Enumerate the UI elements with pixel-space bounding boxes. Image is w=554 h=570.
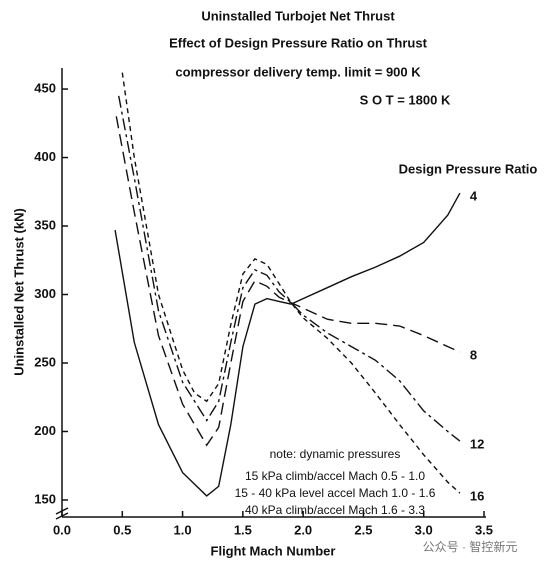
y-tick-label: 450: [34, 80, 56, 95]
legend-title: Design Pressure Ratio: [399, 161, 538, 176]
y-axis-label: Uninstalled Net Thrust (kN): [11, 208, 26, 376]
x-tick-label: 1.5: [234, 522, 252, 537]
y-tick-label: 350: [34, 217, 56, 232]
y-tick-label: 400: [34, 149, 56, 164]
annotation: S O T = 1800 K: [360, 92, 451, 107]
note: note: dynamic pressures: [270, 447, 401, 461]
series-label: 4: [470, 189, 478, 204]
line: [115, 116, 461, 447]
watermark: 公众号 · 智控新元: [423, 539, 518, 554]
chart-title: Uninstalled Turbojet Net Thrust: [201, 8, 395, 23]
series-label: 12: [470, 437, 484, 452]
y-tick-label: 150: [34, 491, 56, 506]
x-tick-label: 2.0: [294, 522, 312, 537]
x-tick-label: 1.0: [174, 522, 192, 537]
note: 15 - 40 kPa level accel Mach 1.0 - 1.6: [235, 486, 436, 500]
x-tick-label: 0.5: [113, 522, 131, 537]
line: [114, 192, 461, 497]
x-tick-label: 0.0: [53, 522, 71, 537]
note: 15 kPa climb/accel Mach 0.5 - 1.0: [245, 469, 425, 483]
chart-subtitle: Effect of Design Pressure Ratio on Thrus…: [169, 35, 428, 50]
x-tick-label: 2.5: [354, 522, 372, 537]
annotation: compressor delivery temp. limit = 900 K: [175, 64, 421, 79]
note: 40 kPa climb/accel Mach 1.6 - 3.3: [245, 503, 425, 517]
y-tick-label: 300: [34, 286, 56, 301]
x-axis-label: Flight Mach Number: [211, 543, 336, 558]
line: [118, 95, 461, 442]
y-tick-label: 250: [34, 354, 56, 369]
x-tick-label: 3.0: [415, 522, 433, 537]
y-tick-label: 200: [34, 423, 56, 438]
line: [121, 72, 461, 494]
series-label: 8: [470, 347, 477, 362]
x-tick-label: 3.5: [475, 522, 493, 537]
series-label: 16: [470, 489, 484, 504]
